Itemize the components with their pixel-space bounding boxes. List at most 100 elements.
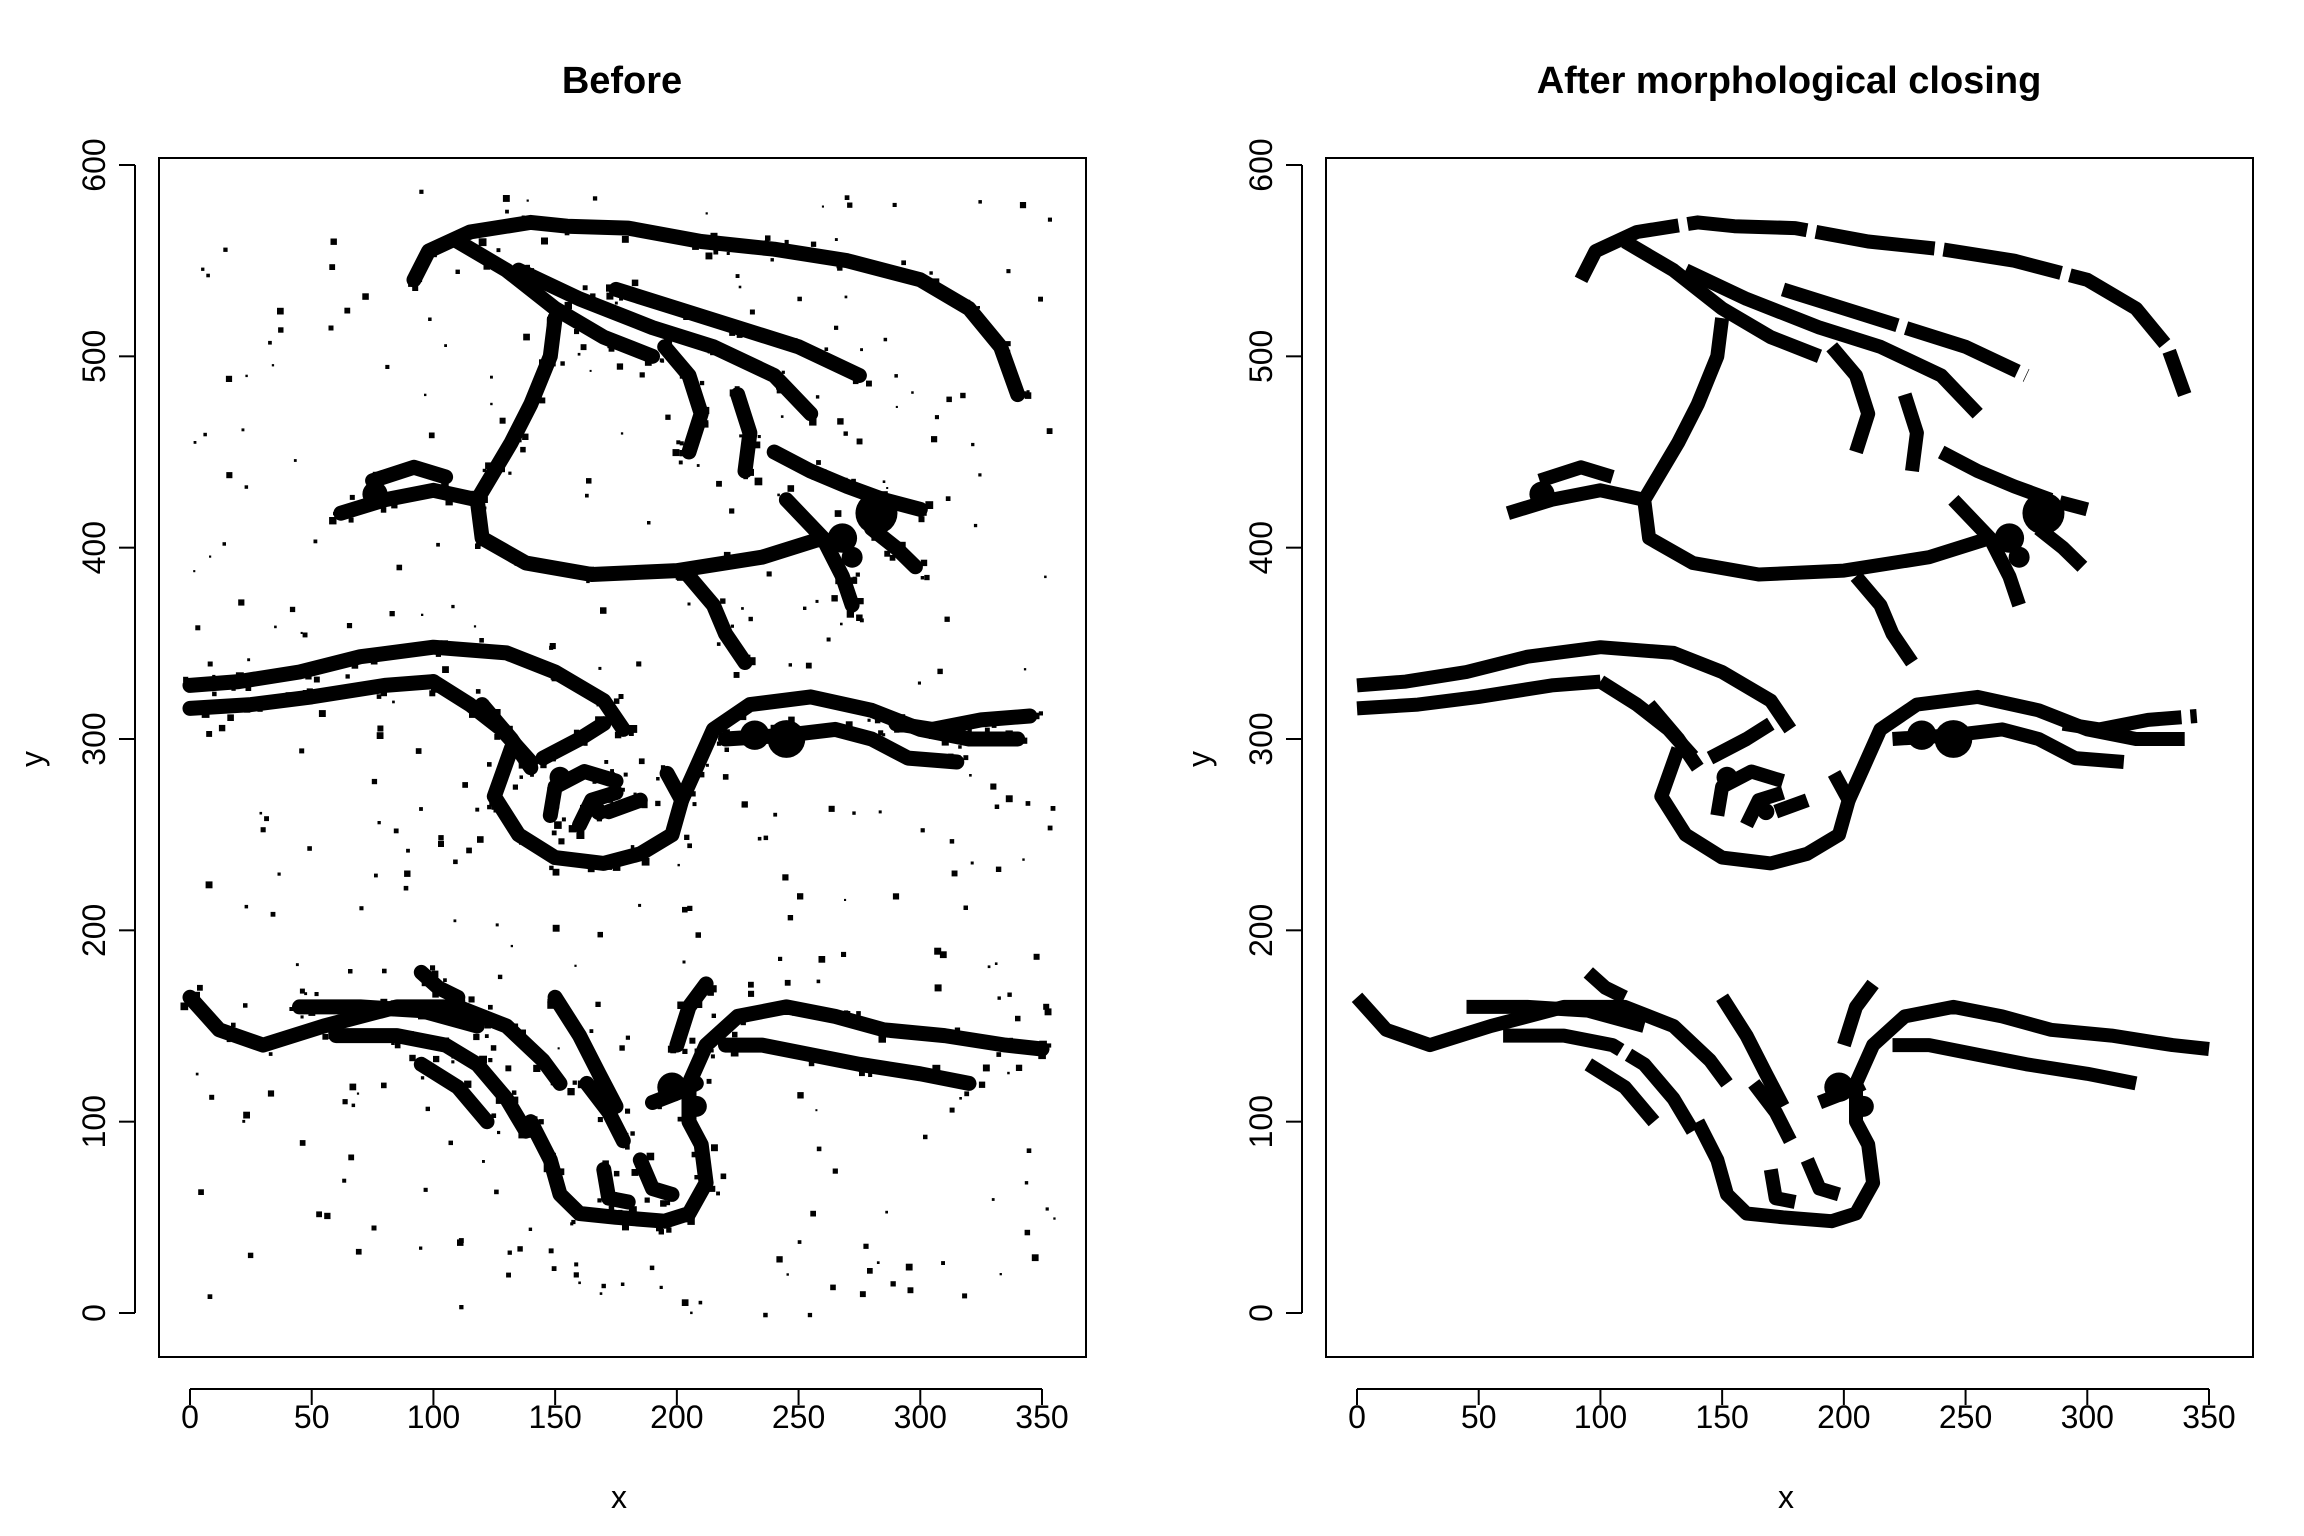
noise-speck: [479, 638, 484, 643]
noise-speck: [444, 344, 447, 347]
noise-speck: [488, 1058, 493, 1063]
mask-blob: [855, 492, 898, 535]
edge-speck: [535, 1134, 539, 1139]
edge-speck: [540, 221, 549, 229]
noise-speck: [1025, 801, 1031, 806]
edge-speck: [407, 1031, 414, 1038]
mask-stroke: [406, 214, 1026, 403]
edge-speck: [698, 771, 705, 778]
edge-speck: [595, 716, 603, 724]
noise-speck: [856, 1011, 861, 1016]
edge-speck: [656, 1224, 664, 1232]
noise-speck: [832, 1168, 838, 1174]
mask-stroke: [523, 999, 1050, 1229]
noise-speck: [245, 685, 252, 691]
noise-speck: [621, 787, 625, 792]
edge-speck: [964, 1091, 970, 1097]
noise-speck: [803, 606, 807, 610]
noise-speck: [313, 676, 320, 683]
mask-stroke: [669, 976, 714, 1053]
edge-speck: [594, 327, 600, 333]
edge-speck: [734, 386, 740, 392]
noise-speck: [831, 595, 838, 602]
edge-speck: [677, 805, 684, 813]
edge-speck: [512, 1030, 521, 1039]
edge-speck: [831, 534, 835, 538]
y-tick-label: 100: [76, 1095, 112, 1148]
edge-speck: [682, 1048, 688, 1054]
edge-speck: [633, 225, 640, 232]
edge-speck: [878, 1035, 886, 1043]
noise-speck: [555, 805, 560, 809]
noise-speck: [828, 805, 835, 812]
noise-speck: [911, 391, 914, 394]
edge-speck: [464, 1080, 472, 1088]
noise-speck: [548, 1248, 554, 1254]
edge-speck: [591, 771, 598, 778]
edge-speck: [517, 265, 522, 269]
edge-speck: [661, 772, 668, 778]
mask-stroke: [413, 964, 466, 1005]
y-axis-label: y: [1181, 751, 1217, 767]
noise-speck: [978, 200, 982, 204]
noise-speck: [994, 804, 1000, 809]
noise-speck: [780, 415, 784, 418]
noise-speck: [991, 1198, 995, 1201]
edge-speck: [655, 327, 662, 334]
edge-speck: [376, 694, 382, 699]
noise-speck: [939, 951, 947, 959]
noise-speck: [490, 402, 493, 406]
noise-speck: [510, 944, 513, 948]
noise-speck: [892, 893, 900, 900]
edge-speck: [968, 735, 974, 741]
edge-speck: [726, 1042, 731, 1047]
noise-speck: [710, 1049, 714, 1053]
edge-speck: [487, 804, 492, 810]
edge-speck: [614, 731, 622, 739]
edge-speck: [792, 338, 798, 344]
noise-speck: [348, 1154, 355, 1161]
edge-speck: [482, 468, 486, 473]
noise-speck: [776, 1256, 783, 1263]
mask-stroke: [511, 262, 819, 422]
edge-speck: [620, 1210, 628, 1218]
plot-box: [158, 157, 1087, 1358]
mask-blob: [685, 1095, 707, 1117]
edge-speck: [859, 1070, 865, 1077]
plot-box: [1325, 157, 2254, 1358]
noise-speck: [300, 631, 303, 634]
noise-speck: [242, 1119, 246, 1123]
edge-speck: [351, 662, 359, 669]
noise-speck: [649, 1265, 655, 1271]
edge-speck: [356, 1005, 363, 1012]
noise-speck: [466, 847, 472, 854]
edge-speck: [455, 1011, 460, 1015]
noise-speck: [526, 199, 529, 202]
edge-speck: [516, 655, 524, 663]
noise-speck: [658, 1229, 664, 1235]
edge-speck: [440, 640, 448, 648]
edge-speck: [471, 490, 478, 498]
noise-speck: [618, 694, 624, 699]
noise-speck: [193, 441, 197, 444]
edge-speck: [617, 1209, 623, 1215]
edge-speck: [518, 1130, 527, 1139]
edge-speck: [757, 435, 761, 439]
noise-speck: [243, 1111, 250, 1119]
edge-speck: [851, 478, 856, 484]
noise-speck: [885, 1210, 888, 1214]
noise-speck: [393, 828, 399, 834]
edge-speck: [1022, 717, 1028, 723]
edge-speck: [345, 1029, 353, 1036]
edge-speck: [667, 1045, 675, 1053]
mask-content: [180, 189, 1056, 1318]
mask-stroke: [1503, 1028, 1699, 1135]
noise-speck: [1005, 795, 1013, 803]
noise-speck: [557, 1047, 560, 1050]
edge-speck: [835, 724, 843, 731]
x-axis-label: x: [611, 1479, 627, 1515]
edge-speck: [605, 1169, 611, 1175]
mask-stroke: [1837, 979, 1879, 1048]
edge-speck: [440, 685, 447, 692]
noise-speck: [574, 1262, 579, 1267]
